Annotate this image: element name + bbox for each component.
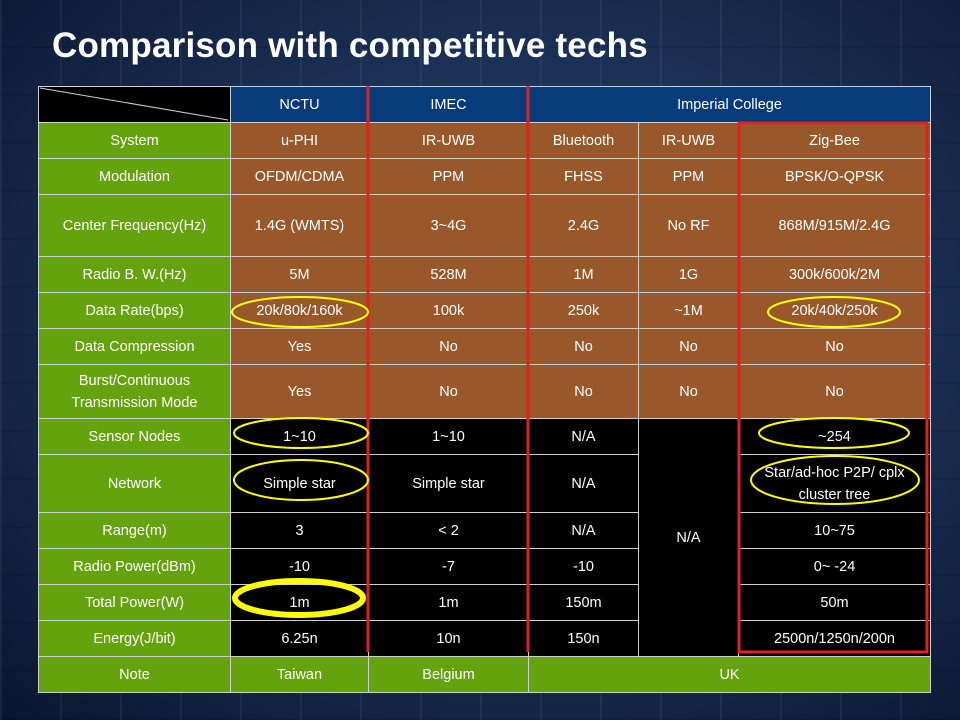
table-cell: 528M <box>368 256 529 293</box>
comparison-table: NCTU IMEC Imperial College System u-PHI … <box>38 86 932 693</box>
table-cell: BPSK/O-QPSK <box>737 158 932 195</box>
table-cell: OFDM/CDMA <box>230 158 369 195</box>
table-cell: UK <box>527 656 932 693</box>
table-cell: 50m <box>737 584 932 621</box>
table-cell: 150m <box>528 584 639 621</box>
table-row: Sensor Nodes 1~10 1~10 N/A N/A ~254 <box>38 418 932 657</box>
table-cell: Yes <box>230 364 369 419</box>
table-cell: N/A <box>528 418 639 455</box>
table-cell: N/A <box>528 512 639 549</box>
table-cell: 2.4G <box>528 194 639 257</box>
slide-title: Comparison with competitive techs <box>52 26 648 65</box>
table-cell: Yes <box>230 328 369 365</box>
table-cell: 300k/600k/2M <box>737 256 932 293</box>
table-cell: 1M <box>528 256 639 293</box>
table-cell: 100k <box>368 292 529 329</box>
table-row: Radio Power(dBm) -10 -7 -10 0~ -24 <box>38 548 932 585</box>
table-cell: -10 <box>528 548 639 585</box>
table-cell: FHSS <box>528 158 639 195</box>
table-cell: 150n <box>528 620 639 657</box>
row-label: Burst/Continuous Transmission Mode <box>38 364 231 419</box>
table-cell: No RF <box>638 194 739 257</box>
table-row: Burst/Continuous Transmission Mode Yes N… <box>38 364 932 419</box>
row-label: Center Frequency(Hz) <box>38 194 231 257</box>
table-row: Modulation OFDM/CDMA PPM FHSS PPM BPSK/O… <box>38 158 932 195</box>
table-cell: No <box>737 328 932 365</box>
table-cell: ~254 <box>737 418 932 455</box>
table-cell: 1~10 <box>368 418 529 455</box>
table-row: System u-PHI IR-UWB Bluetooth IR-UWB Zig… <box>38 122 932 159</box>
table-cell: PPM <box>638 158 739 195</box>
table-cell: 250k <box>528 292 639 329</box>
row-label: System <box>38 122 231 159</box>
row-label: Total Power(W) <box>38 584 231 621</box>
table-cell: < 2 <box>368 512 529 549</box>
table-cell: No <box>638 328 739 365</box>
table-cell: Bluetooth <box>528 122 639 159</box>
row-label: Energy(J/bit) <box>38 620 231 657</box>
table-cell: Taiwan <box>230 656 369 693</box>
table-row: Network Simple star Simple star N/A Star… <box>38 454 932 513</box>
table-cell: IR-UWB <box>638 122 739 159</box>
table-cell: No <box>737 364 932 419</box>
table-cell: 3~4G <box>368 194 529 257</box>
row-label: Radio B. W.(Hz) <box>38 256 231 293</box>
table-cell: 5M <box>230 256 369 293</box>
table-row: Center Frequency(Hz) 1.4G (WMTS) 3~4G 2.… <box>38 194 932 257</box>
table-cell: 2500n/1250n/200n <box>737 620 932 657</box>
table-cell: 1.4G (WMTS) <box>230 194 369 257</box>
table-cell: No <box>528 364 639 419</box>
table-cell: -10 <box>230 548 369 585</box>
table-cell: No <box>368 364 529 419</box>
row-label: Radio Power(dBm) <box>38 548 231 585</box>
table-row: Range(m) 3 < 2 N/A 10~75 <box>38 512 932 549</box>
table-cell: 1G <box>638 256 739 293</box>
table-row: Data Rate(bps) 20k/80k/160k 100k 250k ~1… <box>38 292 932 329</box>
row-label: Sensor Nodes <box>38 418 231 455</box>
table-cell: 1m <box>230 584 369 621</box>
table-cell: Simple star <box>230 454 369 513</box>
table-cell: Zig-Bee <box>737 122 932 159</box>
header-nctu: NCTU <box>230 86 369 123</box>
table-cell: PPM <box>368 158 529 195</box>
row-label: Range(m) <box>38 512 231 549</box>
table-row: Total Power(W) 1m 1m 150m 50m <box>38 584 932 621</box>
table-cell: Belgium <box>368 656 529 693</box>
table-row: Data Compression Yes No No No No <box>38 328 932 365</box>
header-row: NCTU IMEC Imperial College <box>38 86 932 123</box>
table-cell: N/A <box>528 454 639 513</box>
corner-diagonal <box>39 87 229 121</box>
row-label: Note <box>38 656 231 693</box>
table-cell: Simple star <box>368 454 529 513</box>
table-cell: 3 <box>230 512 369 549</box>
table-cell: No <box>368 328 529 365</box>
merged-na-cell: N/A <box>638 418 739 657</box>
table-cell: 10n <box>368 620 529 657</box>
table-cell: 20k/80k/160k <box>230 292 369 329</box>
table-cell: u-PHI <box>230 122 369 159</box>
table-cell: No <box>528 328 639 365</box>
table-cell: Star/ad-hoc P2P/ cplx cluster tree <box>737 454 932 513</box>
row-label: Modulation <box>38 158 231 195</box>
comparison-table-wrap: NCTU IMEC Imperial College System u-PHI … <box>38 86 932 693</box>
table-cell: 1~10 <box>230 418 369 455</box>
table-cell: 6.25n <box>230 620 369 657</box>
table-cell: 10~75 <box>737 512 932 549</box>
table-row: Radio B. W.(Hz) 5M 528M 1M 1G 300k/600k/… <box>38 256 932 293</box>
row-label: Data Rate(bps) <box>38 292 231 329</box>
header-imec: IMEC <box>368 86 529 123</box>
table-cell: No <box>638 364 739 419</box>
table-cell: IR-UWB <box>368 122 529 159</box>
table-cell: -7 <box>368 548 529 585</box>
row-label: Network <box>38 454 231 513</box>
table-cell: ~1M <box>638 292 739 329</box>
row-label: Data Compression <box>38 328 231 365</box>
header-imperial-college: Imperial College <box>527 86 932 123</box>
table-cell: 1m <box>368 584 529 621</box>
table-cell: 0~ -24 <box>737 548 932 585</box>
table-cell: 20k/40k/250k <box>737 292 932 329</box>
table-row: Energy(J/bit) 6.25n 10n 150n 2500n/1250n… <box>38 620 932 657</box>
table-cell: 868M/915M/2.4G <box>737 194 932 257</box>
table-row: Note Taiwan Belgium UK <box>38 656 932 693</box>
